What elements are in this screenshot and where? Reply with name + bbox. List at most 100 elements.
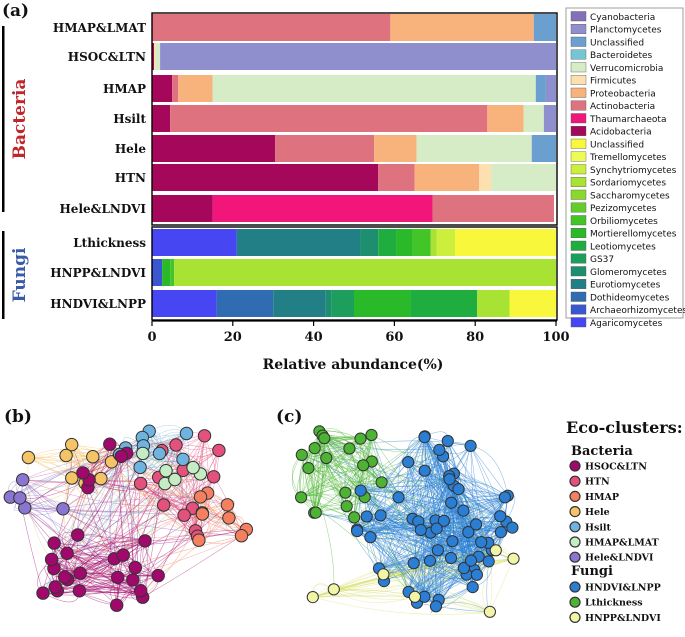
network-node <box>482 555 495 568</box>
network-edge <box>57 585 143 598</box>
legend-label: Mortierellomycetes <box>590 230 677 240</box>
network-node <box>343 442 356 455</box>
row-labels: HMAP&LMAT HSOC&LTN HMAP Hsilt Hele HTN Hele&LN… <box>50 21 146 311</box>
network-node <box>354 432 367 445</box>
legend-label: Cyanobacteria <box>590 13 655 23</box>
bacteria-group-label: Bacteria <box>10 79 30 160</box>
network-edge <box>413 495 508 564</box>
network-node <box>176 452 190 466</box>
x-tick-label: 60 <box>385 330 403 345</box>
network-edge <box>353 434 372 518</box>
legend-label: Agaricomycetes <box>590 319 663 329</box>
network-node <box>56 502 70 516</box>
legend-label: Unclassified <box>590 38 644 48</box>
bar-segment-Hele-Acidobacteria <box>152 135 276 162</box>
network-edge <box>378 449 440 569</box>
legend-swatch <box>570 215 587 226</box>
network-edge <box>77 461 112 536</box>
eco-swatch <box>569 581 581 593</box>
network-edge <box>122 504 228 556</box>
eco-swatch <box>569 551 581 563</box>
bar-segment-HNPP&LNDVI-Orbiliomycetes <box>170 259 175 286</box>
fungi-group-bar <box>2 231 5 319</box>
network-edge <box>299 437 325 498</box>
legend-label: Archaeorhizomycetes <box>590 306 685 316</box>
network-node <box>65 437 79 452</box>
network-edge <box>333 589 415 603</box>
network-edge <box>66 454 120 554</box>
legend-label: Actinobacteria <box>590 102 655 112</box>
bar-segment-Hele-Unclassified <box>531 135 556 162</box>
network-node <box>408 590 421 603</box>
network-edge <box>398 497 502 533</box>
network-edge <box>370 461 409 538</box>
network-node <box>151 568 165 583</box>
row-label: HMAP&LMAT <box>53 21 146 35</box>
network-node <box>437 514 450 527</box>
legend-swatch <box>570 164 587 175</box>
network-edge <box>119 454 136 568</box>
network-node <box>457 504 470 517</box>
network-node <box>57 570 72 584</box>
bar-segment-Hsilt-Planctomycetes <box>543 105 556 132</box>
bar-segment-HSOC&LTN-Acidobacteria <box>152 43 155 70</box>
network-node <box>457 562 470 575</box>
bar-segment-HTN-Verrucomicrobia <box>491 164 556 191</box>
bar-segment-HNDVI&LNPP-GS37 <box>331 290 354 317</box>
network-edge <box>424 437 453 542</box>
network-node <box>13 491 27 505</box>
network-node <box>444 551 458 565</box>
network-node <box>302 462 315 475</box>
bar-segment-HSOC&LTN-Planctomycetes <box>160 43 556 70</box>
bar-segment-Lthickness-Sordariomycetes <box>430 229 437 256</box>
network-node <box>364 531 377 544</box>
network-edge <box>360 490 507 522</box>
network-node <box>86 450 100 464</box>
panel-label-c: (c) <box>276 407 302 427</box>
taxa-legend: Cyanobacteria Planctomycetes Unclassified B… <box>565 7 685 329</box>
network-node <box>138 534 152 548</box>
network-node <box>234 529 249 543</box>
eco-label: Lthickness <box>585 598 643 609</box>
network-node <box>402 456 415 469</box>
legend-label: Synchytriomycetes <box>590 166 677 176</box>
network-edge <box>488 561 493 612</box>
network-edge <box>357 530 479 557</box>
network-node <box>360 510 373 523</box>
network-edge <box>54 542 143 598</box>
bar-segment-Hele&LNDVI-Acidobacteria <box>152 195 213 222</box>
legend-label: Dothideomycetes <box>590 293 670 303</box>
network-edge <box>92 443 177 457</box>
legend-swatch <box>570 36 587 47</box>
bar-segment-HNDVI&LNPP-Glomeromycetes <box>325 290 332 317</box>
row-label: HMAP <box>103 82 146 96</box>
network-edge <box>408 461 506 498</box>
bar-segment-Hele&LNDVI-Actinobacteria <box>432 195 554 222</box>
row-label: HSOC&LTN <box>68 50 146 64</box>
network-node <box>506 521 519 534</box>
network-node <box>327 583 340 596</box>
network-edge <box>301 497 473 588</box>
network-node <box>494 526 507 539</box>
network-node <box>60 546 74 560</box>
bar-segment-HNPP&LNDVI-Mortierellomycetes <box>162 259 171 286</box>
network-node <box>295 448 308 461</box>
legend-label: Thaumarchaeota <box>589 115 666 125</box>
network-edge <box>53 483 166 569</box>
legend-swatch <box>570 62 587 73</box>
network-edge <box>310 435 323 513</box>
bar-segment-HMAP-Verrucomicrobia <box>212 75 536 102</box>
network-node <box>111 570 125 585</box>
legend-swatch <box>570 151 587 162</box>
network-edge <box>360 478 450 491</box>
bar-segment-HNDVI&LNPP-Dothideomycetes <box>216 290 274 317</box>
stacked-bars <box>152 14 556 317</box>
network-node <box>470 518 483 531</box>
bar-segment-HSOC&LTN-Verrucomicrobia <box>156 43 161 70</box>
row-label: Hele&LNDVI <box>59 202 146 216</box>
bar-segment-Hsilt-Proteobacteria <box>487 105 524 132</box>
network-node <box>320 451 333 465</box>
legend-label: Leotiomycetes <box>590 242 656 252</box>
network-edge <box>24 507 193 513</box>
legend-swatch <box>570 240 587 251</box>
